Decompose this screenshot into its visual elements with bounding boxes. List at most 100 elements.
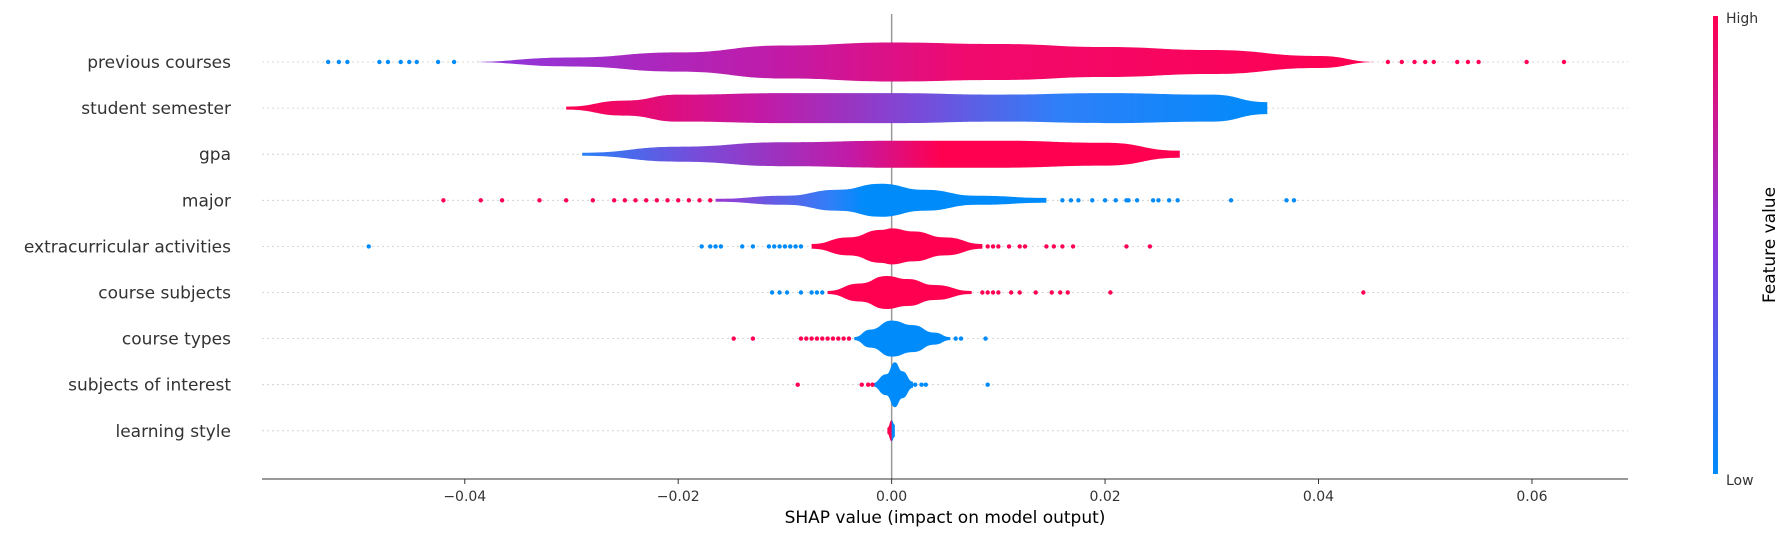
outlier-point (1431, 59, 1436, 65)
outlier-point (1049, 290, 1054, 295)
outlier-point (985, 290, 990, 295)
outlier-point (643, 198, 649, 203)
outlier-point (1017, 290, 1022, 295)
outlier-point (686, 198, 692, 203)
outlier-point (923, 382, 928, 387)
outlier-point (1102, 198, 1108, 203)
outlier-point (1455, 59, 1460, 65)
outlier-point (793, 244, 798, 249)
outlier-point (769, 290, 775, 295)
outlier-point (441, 198, 446, 203)
outlier-point (435, 59, 441, 65)
colorbar-title: Feature value (1760, 187, 1780, 303)
outlier-point (1017, 244, 1022, 249)
outlier-point (1399, 59, 1404, 65)
outlier-point (1070, 244, 1076, 249)
outlier-points (325, 59, 1567, 387)
violin-gpa (582, 140, 1180, 168)
feature-label-student-semester: student semester (81, 99, 231, 119)
outlier-point (1060, 244, 1065, 249)
outlier-point (1006, 244, 1012, 249)
outlier-point (870, 382, 875, 387)
violin-major (715, 183, 1047, 217)
outlier-point (366, 244, 371, 249)
feature-label-extracurricular-activities: extracurricular activities (24, 237, 231, 257)
outlier-point (836, 336, 841, 341)
outlier-point (708, 198, 713, 203)
outlier-point (983, 336, 988, 341)
x-ticks: −0.04 −0.02 0.00 0.02 0.04 0.06 (443, 479, 1548, 505)
x-tick-label: 0.06 (1516, 489, 1547, 505)
outlier-point (804, 336, 809, 341)
outlier-point (809, 336, 814, 341)
outlier-point (1058, 290, 1063, 295)
outlier-point (958, 336, 964, 341)
outlier-point (750, 336, 756, 341)
outlier-point (499, 198, 505, 203)
outlier-point (697, 198, 702, 203)
outlier-point (740, 244, 745, 249)
outlier-point (865, 382, 871, 387)
outlier-point (953, 336, 958, 341)
outlier-point (385, 59, 391, 65)
violin-learning-style (887, 420, 895, 442)
outlier-point (1166, 198, 1172, 203)
outlier-point (798, 290, 804, 295)
outlier-point (846, 336, 852, 341)
outlier-point (1476, 59, 1481, 65)
outlier-point (859, 382, 864, 387)
outlier-point (1124, 244, 1129, 249)
outlier-point (980, 290, 985, 295)
outlier-point (990, 244, 996, 249)
feature-label-course-subjects: course subjects (98, 284, 231, 304)
violin-course-types (854, 320, 951, 357)
feature-label-course-types: course types (122, 330, 231, 350)
outlier-point (478, 198, 483, 203)
outlier-point (1022, 244, 1028, 249)
outlier-point (1228, 198, 1234, 203)
outlier-point (788, 244, 793, 249)
outlier-point (622, 198, 628, 203)
outlier-point (996, 290, 1001, 295)
outlier-point (1108, 290, 1113, 295)
outlier-point (777, 244, 782, 249)
outlier-point (990, 290, 996, 295)
x-axis: −0.04 −0.02 0.00 0.02 0.04 0.06 SHAP value (i… (262, 478, 1628, 528)
outlier-point (1065, 290, 1070, 295)
x-tick-label: 0.02 (1089, 489, 1120, 505)
colorbar: High Low Feature value (1713, 11, 1780, 489)
outlier-point (537, 198, 542, 203)
outlier-point (633, 198, 638, 203)
feature-labels: previous courses student semester gpa major… (24, 53, 231, 442)
outlier-point (766, 244, 772, 249)
feature-label-subjects-of-interest: subjects of interest (68, 376, 231, 396)
outlier-point (1423, 59, 1428, 65)
colorbar-gradient (1713, 16, 1718, 474)
feature-label-previous-courses: previous courses (87, 53, 231, 73)
outlier-point (809, 290, 814, 295)
outlier-point (563, 198, 569, 203)
outlier-point (1361, 290, 1366, 295)
feature-label-learning-style: learning style (115, 422, 231, 442)
outlier-point (985, 244, 990, 249)
outlier-point (830, 336, 836, 341)
outlier-point (699, 244, 704, 249)
violin-subjects-of-interest (872, 362, 913, 408)
outlier-point (336, 59, 342, 65)
outlier-point (325, 59, 331, 65)
outlier-point (611, 198, 617, 203)
outlier-point (1044, 244, 1049, 249)
outlier-point (798, 336, 804, 341)
outlier-point (1051, 244, 1057, 249)
violin-extracurricular-activities (811, 228, 983, 265)
outlier-point (1385, 59, 1391, 65)
outlier-point (825, 336, 830, 341)
violin-student-semester (566, 93, 1268, 124)
outlier-point (708, 244, 713, 249)
outlier-point (1291, 198, 1297, 203)
outlier-point (1068, 198, 1074, 203)
outlier-point (1060, 198, 1065, 203)
outlier-point (665, 198, 670, 203)
outlier-point (377, 59, 382, 65)
